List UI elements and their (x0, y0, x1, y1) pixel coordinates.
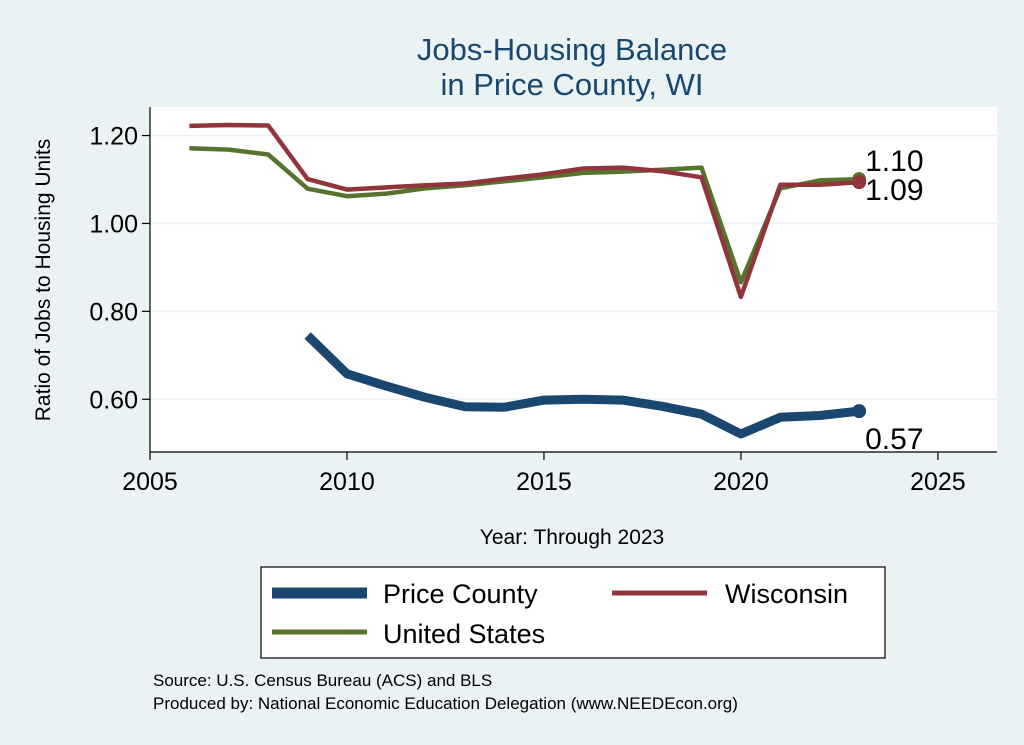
x-tick-label: 2020 (713, 468, 769, 496)
end-labels: 0.57 1.091.10 (852, 145, 924, 456)
x-tick-label: 2015 (516, 468, 572, 496)
produced-by-note: Produced by: National Economic Education… (153, 694, 738, 713)
series-line-price-county (304, 332, 860, 439)
y-tick-label: 0.60 (89, 386, 138, 414)
x-tick-label: 2010 (319, 468, 375, 496)
y-axis-label: Ratio of Jobs to Housing Units (32, 139, 55, 421)
plot-area (150, 107, 997, 452)
chart-title-line-1: Jobs-Housing Balance (417, 32, 727, 67)
series-line-united-states (189, 146, 860, 285)
legend-label-wisconsin: Wisconsin (725, 579, 848, 609)
end-marker-wisconsin (852, 175, 867, 190)
chart-title-line-2: in Price County, WI (440, 67, 703, 102)
end-label-price-county: 0.57 (865, 423, 923, 456)
legend-label-price-county: Price County (383, 579, 538, 609)
legend-label-united-states: United States (383, 619, 545, 649)
end-marker-price-county (852, 404, 867, 419)
x-tick-label: 2005 (122, 468, 178, 496)
gridlines (150, 134, 997, 401)
series-layer (189, 122, 860, 439)
x-axis-label: Year: Through 2023 (480, 526, 665, 549)
series-line-wisconsin (189, 122, 860, 300)
x-tick-label: 2025 (910, 468, 966, 496)
y-tick-label: 0.80 (89, 298, 138, 326)
legend-box (260, 566, 886, 659)
y-tick-label: 1.20 (89, 123, 138, 151)
end-label-united-states: 1.10 (865, 145, 923, 178)
x-ticks: 2005 2010 2015 2020 2025 (122, 452, 966, 496)
y-ticks: 0.60 0.80 1.00 1.20 (89, 123, 150, 414)
y-tick-label: 1.00 (89, 210, 138, 238)
end-label-wisconsin: 1.09 (865, 174, 923, 207)
source-note: Source: U.S. Census Bureau (ACS) and BLS (153, 671, 492, 690)
